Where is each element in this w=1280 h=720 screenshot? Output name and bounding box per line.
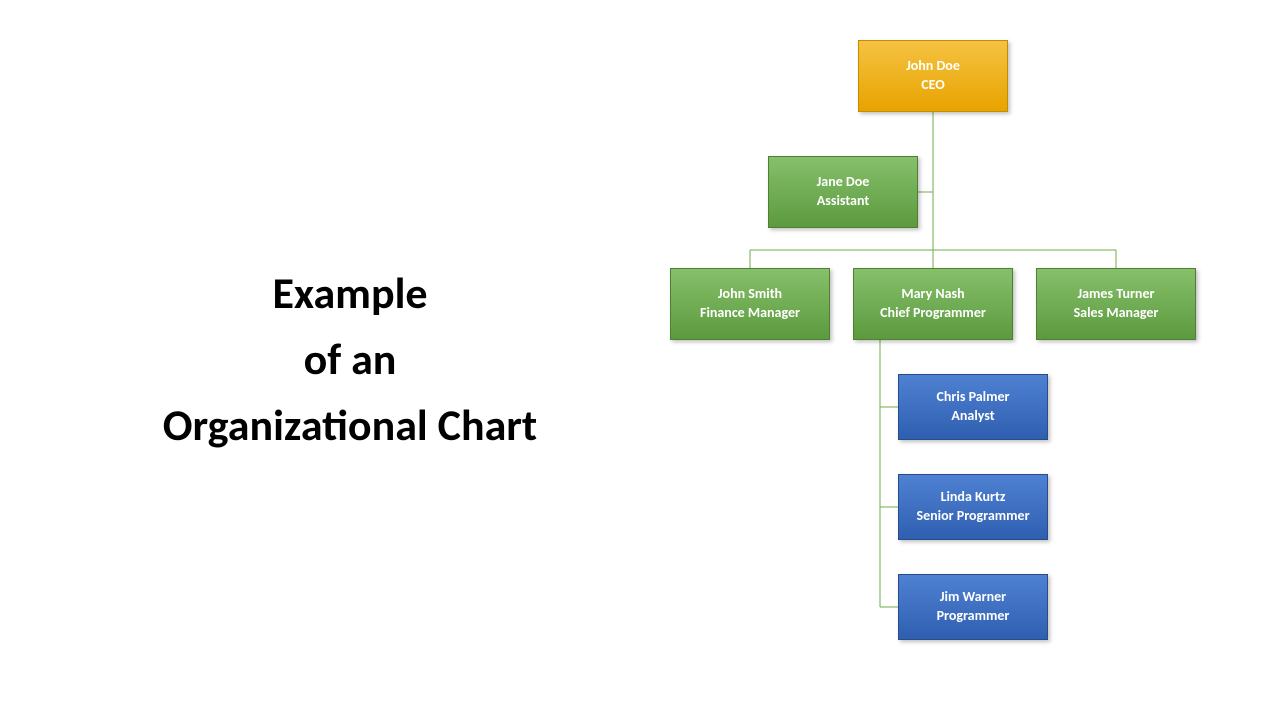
org-node-name: Chris Palmer (936, 388, 1009, 407)
org-node-prog: Jim WarnerProgrammer (898, 574, 1048, 640)
org-node-role: Assistant (817, 192, 869, 211)
title-line-2: of an (80, 326, 620, 392)
org-node-sales: James TurnerSales Manager (1036, 268, 1196, 340)
org-node-name: James Turner (1078, 285, 1155, 304)
org-node-ceo: John DoeCEO (858, 40, 1008, 112)
title-line-3: Organizational Chart (80, 392, 620, 458)
org-node-senior: Linda KurtzSenior Programmer (898, 474, 1048, 540)
org-node-role: Senior Programmer (916, 507, 1029, 526)
org-node-name: Linda Kurtz (941, 488, 1006, 507)
org-node-role: Finance Manager (700, 304, 800, 323)
org-chart: John DoeCEO Jane DoeAssistant John SmithFi… (640, 40, 1240, 700)
org-node-finance: John SmithFinance Manager (670, 268, 830, 340)
org-node-role: Analyst (951, 407, 994, 426)
org-node-role: Sales Manager (1074, 304, 1159, 323)
org-node-analyst: Chris PalmerAnalyst (898, 374, 1048, 440)
org-node-name: John Doe (906, 57, 960, 76)
org-node-role: CEO (921, 76, 944, 95)
page-title: Example of an Organizational Chart (80, 260, 620, 458)
org-node-name: John Smith (718, 285, 782, 304)
org-node-name: Jane Doe (817, 173, 870, 192)
org-node-role: Chief Programmer (880, 304, 986, 323)
org-node-assistant: Jane DoeAssistant (768, 156, 918, 228)
org-node-name: Jim Warner (940, 588, 1006, 607)
org-node-chief: Mary NashChief Programmer (853, 268, 1013, 340)
title-line-1: Example (80, 260, 620, 326)
org-node-role: Programmer (937, 607, 1010, 626)
org-node-name: Mary Nash (901, 285, 964, 304)
